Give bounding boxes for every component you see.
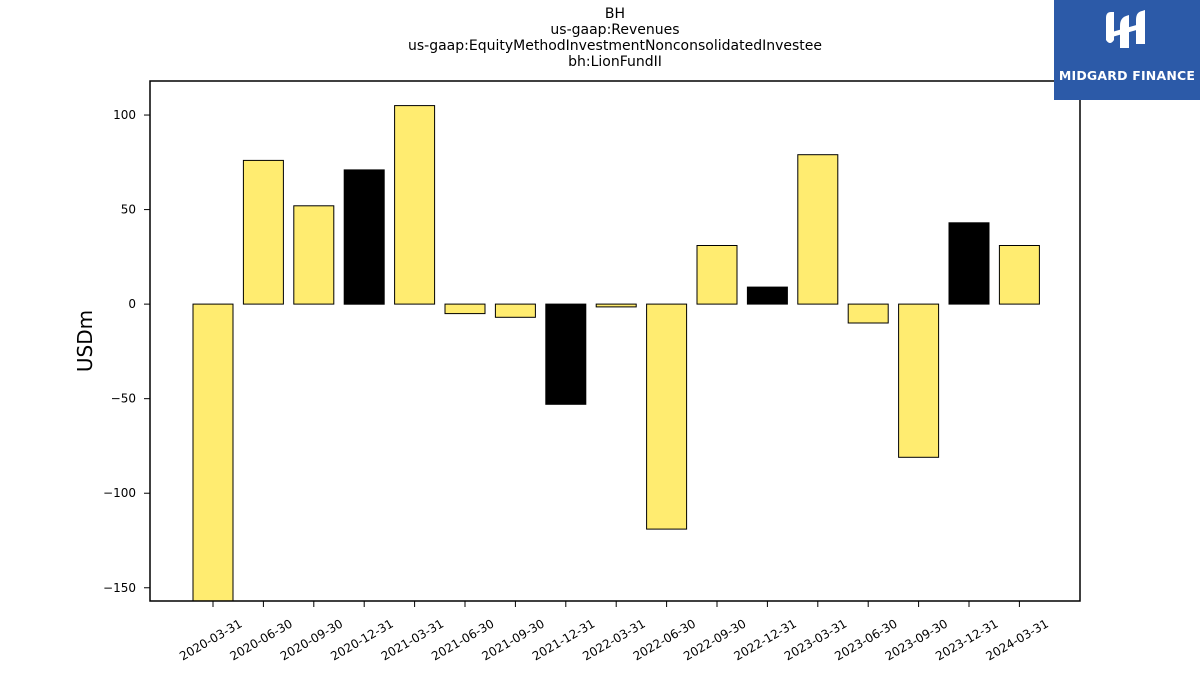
y-tick-label: 100 <box>113 108 136 122</box>
y-tick-label: −50 <box>111 392 136 406</box>
y-axis-label: USDm <box>73 310 97 372</box>
x-axis: 2020-03-312020-06-302020-09-302020-12-31… <box>177 601 1051 663</box>
y-tick-label: 50 <box>121 203 136 217</box>
bar-2021-06-30 <box>444 303 486 315</box>
y-tick-label: 0 <box>128 297 136 311</box>
bar-2021-12-31 <box>545 303 587 405</box>
bar-2023-12-31 <box>948 222 990 305</box>
bar-2022-03-31 <box>595 303 637 308</box>
bar-2022-09-30 <box>696 245 738 305</box>
logo-text: MIDGARD FINANCE <box>1058 68 1196 83</box>
bar-2020-09-30 <box>293 205 335 305</box>
chart-title-line-1: BH <box>604 6 626 22</box>
y-tick-label: −100 <box>103 486 136 500</box>
y-axis: 100 50 0 −50 −100 −150 <box>103 108 150 595</box>
bar-2023-06-30 <box>847 303 889 324</box>
bar-2021-09-30 <box>494 303 536 318</box>
chart-title: BH us-gaap:Revenues us-gaap:EquityMethod… <box>150 6 1080 70</box>
bar-2022-06-30 <box>646 303 688 530</box>
plot-frame <box>149 80 1081 602</box>
midgard-logo-icon <box>1106 10 1145 48</box>
bar-2020-12-31 <box>343 169 385 305</box>
bar-2020-03-31 <box>192 303 234 602</box>
bar-2023-09-30 <box>898 303 940 458</box>
bar-2021-03-31 <box>394 105 436 305</box>
bar-2020-06-30 <box>242 159 284 305</box>
chart-title-line-3: us-gaap:EquityMethodInvestmentNonconsoli… <box>408 38 822 54</box>
chart-title-line-4: bh:LionFundII <box>568 54 662 70</box>
midgard-finance-logo: MIDGARD FINANCE <box>1054 0 1200 100</box>
bars-group <box>192 105 1040 602</box>
y-tick-label: −150 <box>103 581 136 595</box>
bar-2022-12-31 <box>746 286 788 305</box>
bar-2024-03-31 <box>998 245 1040 305</box>
chart-title-line-2: us-gaap:Revenues <box>550 22 680 38</box>
bar-2023-03-31 <box>797 154 839 305</box>
